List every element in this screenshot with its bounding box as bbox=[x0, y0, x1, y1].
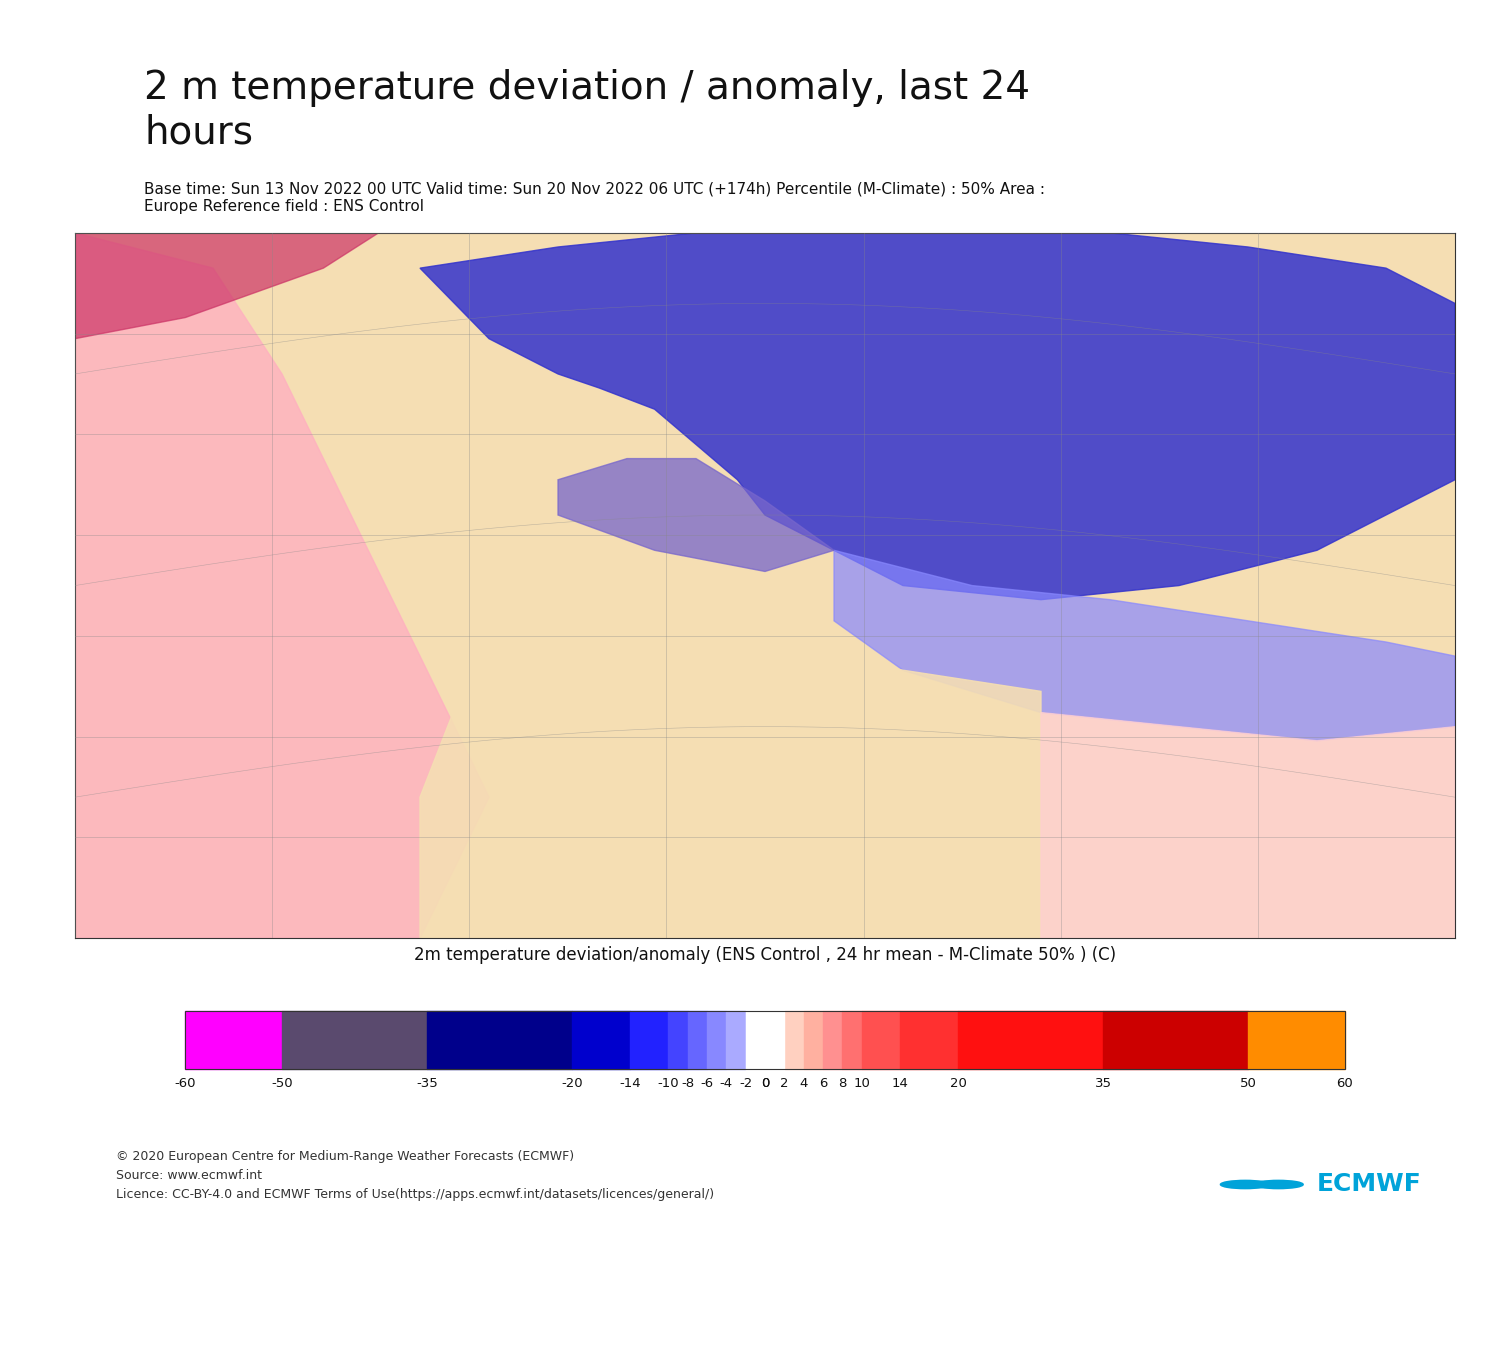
Text: -4: -4 bbox=[720, 1077, 734, 1089]
Polygon shape bbox=[75, 232, 489, 938]
Bar bbox=[726, 1011, 746, 1069]
Bar bbox=[687, 1011, 706, 1069]
Bar bbox=[630, 1011, 669, 1069]
Bar bbox=[427, 1011, 572, 1069]
Circle shape bbox=[1221, 1180, 1270, 1188]
Text: -2: -2 bbox=[740, 1077, 753, 1089]
Text: -50: -50 bbox=[272, 1077, 292, 1089]
Text: 4: 4 bbox=[800, 1077, 808, 1089]
Bar bbox=[746, 1011, 765, 1069]
Text: 2m temperature deviation/anomaly (ENS Control , 24 hr mean - M-Climate 50% ) (C): 2m temperature deviation/anomaly (ENS Co… bbox=[414, 946, 1116, 964]
Text: -14: -14 bbox=[620, 1077, 640, 1089]
Bar bbox=[843, 1011, 861, 1069]
Text: 0: 0 bbox=[760, 1077, 770, 1089]
Bar bbox=[1248, 1011, 1344, 1069]
Bar bbox=[861, 1011, 900, 1069]
Text: 35: 35 bbox=[1095, 1077, 1112, 1089]
Text: -8: -8 bbox=[681, 1077, 694, 1089]
Bar bbox=[1102, 1011, 1248, 1069]
Polygon shape bbox=[75, 232, 378, 339]
Text: © 2020 European Centre for Medium-Range Weather Forecasts (ECMWF)
Source: www.ec: © 2020 European Centre for Medium-Range … bbox=[117, 1150, 714, 1202]
Bar bbox=[765, 1011, 784, 1069]
Text: ECMWF: ECMWF bbox=[1317, 1173, 1422, 1196]
Bar bbox=[958, 1011, 1102, 1069]
Bar bbox=[186, 1011, 1344, 1069]
Bar bbox=[900, 1011, 958, 1069]
Polygon shape bbox=[420, 551, 1041, 938]
Text: -10: -10 bbox=[657, 1077, 680, 1089]
Polygon shape bbox=[834, 551, 1455, 741]
Bar bbox=[669, 1011, 687, 1069]
Bar bbox=[706, 1011, 726, 1069]
Text: 2 m temperature deviation / anomaly, last 24
hours: 2 m temperature deviation / anomaly, las… bbox=[144, 69, 1030, 151]
Bar bbox=[804, 1011, 824, 1069]
Text: -6: -6 bbox=[700, 1077, 714, 1089]
Text: 6: 6 bbox=[819, 1077, 827, 1089]
Text: 2: 2 bbox=[780, 1077, 789, 1089]
Text: 20: 20 bbox=[950, 1077, 966, 1089]
Text: -20: -20 bbox=[561, 1077, 582, 1089]
Bar bbox=[784, 1011, 804, 1069]
Bar bbox=[186, 1011, 282, 1069]
Polygon shape bbox=[1041, 713, 1455, 938]
Circle shape bbox=[1254, 1180, 1304, 1188]
Text: 60: 60 bbox=[1336, 1077, 1353, 1089]
Text: 8: 8 bbox=[839, 1077, 846, 1089]
Text: 0: 0 bbox=[760, 1077, 770, 1089]
Text: 14: 14 bbox=[892, 1077, 909, 1089]
Bar bbox=[746, 1007, 784, 1072]
Bar bbox=[572, 1011, 630, 1069]
Polygon shape bbox=[420, 232, 1455, 599]
Polygon shape bbox=[558, 459, 834, 571]
Text: -35: -35 bbox=[416, 1077, 438, 1089]
Text: -60: -60 bbox=[174, 1077, 196, 1089]
Bar bbox=[824, 1011, 843, 1069]
Text: Base time: Sun 13 Nov 2022 00 UTC Valid time: Sun 20 Nov 2022 06 UTC (+174h) Per: Base time: Sun 13 Nov 2022 00 UTC Valid … bbox=[144, 181, 1046, 213]
Text: 50: 50 bbox=[1239, 1077, 1257, 1089]
Text: 10: 10 bbox=[853, 1077, 870, 1089]
Bar bbox=[282, 1011, 428, 1069]
